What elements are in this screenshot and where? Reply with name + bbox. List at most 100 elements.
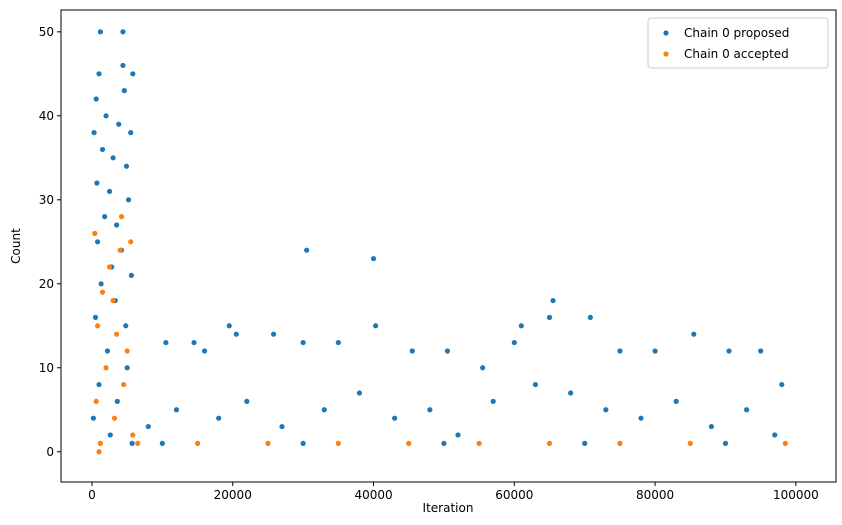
point xyxy=(106,264,113,270)
point xyxy=(300,339,306,346)
point xyxy=(233,331,239,337)
point xyxy=(97,29,104,35)
point xyxy=(92,230,98,237)
legend-box xyxy=(647,17,829,69)
point xyxy=(121,381,127,388)
point xyxy=(103,365,109,371)
point xyxy=(163,339,169,346)
point xyxy=(103,113,109,119)
point xyxy=(107,432,113,438)
point xyxy=(93,398,99,404)
x-tick-label: 60000 xyxy=(495,488,533,502)
point xyxy=(98,281,104,287)
point xyxy=(116,121,122,127)
point xyxy=(201,348,208,354)
point xyxy=(102,214,108,220)
point xyxy=(97,440,104,446)
y-tick-label: 40 xyxy=(39,109,54,123)
point xyxy=(279,423,285,430)
point xyxy=(128,239,134,245)
point xyxy=(125,197,132,203)
point xyxy=(104,348,111,354)
point xyxy=(92,314,99,320)
point xyxy=(409,348,415,354)
x-tick-label: 0 xyxy=(88,488,96,502)
point xyxy=(226,323,232,329)
legend-marker xyxy=(663,30,669,36)
point xyxy=(173,407,180,413)
point xyxy=(427,407,433,413)
point xyxy=(110,155,116,161)
point xyxy=(191,339,197,346)
point xyxy=(304,247,310,253)
x-tick-label: 40000 xyxy=(354,488,392,502)
point xyxy=(244,398,250,404)
point xyxy=(673,398,679,404)
point xyxy=(335,440,341,446)
legend-label: Chain 0 proposed xyxy=(684,26,789,40)
y-tick-label: 0 xyxy=(46,445,54,459)
point xyxy=(159,440,165,446)
x-axis-label: Iteration xyxy=(423,501,474,515)
point xyxy=(617,348,623,354)
point xyxy=(490,398,496,404)
point xyxy=(758,348,764,354)
point xyxy=(194,440,201,446)
point xyxy=(90,415,96,421)
point xyxy=(518,323,524,329)
point xyxy=(652,348,658,354)
point xyxy=(406,440,412,446)
point xyxy=(124,348,130,354)
point xyxy=(546,440,553,446)
point xyxy=(441,440,447,446)
y-tick-label: 20 xyxy=(39,277,54,291)
point xyxy=(114,398,120,404)
point xyxy=(123,163,130,169)
point xyxy=(130,432,136,438)
plot-frame xyxy=(60,9,837,483)
point xyxy=(94,180,100,186)
point xyxy=(114,222,120,228)
point xyxy=(582,440,588,446)
point xyxy=(99,146,106,153)
x-tick-label: 80000 xyxy=(636,488,674,502)
point xyxy=(722,440,729,446)
point xyxy=(373,323,379,329)
legend-marker xyxy=(663,51,669,57)
point xyxy=(772,432,778,438)
point xyxy=(111,415,118,421)
x-tick-label: 100000 xyxy=(773,488,819,502)
point xyxy=(356,390,363,396)
y-tick-label: 10 xyxy=(39,361,54,375)
point xyxy=(779,381,785,388)
point xyxy=(145,423,151,430)
point xyxy=(110,297,116,304)
point xyxy=(130,71,136,77)
point xyxy=(99,289,106,295)
point xyxy=(96,71,102,77)
point xyxy=(129,440,135,446)
point xyxy=(120,62,126,69)
point xyxy=(91,130,97,136)
point xyxy=(532,381,539,388)
point xyxy=(444,348,451,354)
point xyxy=(117,247,123,253)
point xyxy=(587,314,593,320)
point xyxy=(265,440,271,446)
y-axis-label: Count xyxy=(9,228,23,264)
point xyxy=(128,130,134,136)
point xyxy=(603,407,609,413)
point xyxy=(300,440,306,446)
point xyxy=(120,29,126,35)
legend-label: Chain 0 accepted xyxy=(684,47,789,61)
point xyxy=(370,255,377,262)
point xyxy=(321,407,327,413)
point xyxy=(135,440,141,446)
point xyxy=(121,88,127,94)
point xyxy=(726,348,732,354)
y-tick-label: 50 xyxy=(39,25,54,39)
point xyxy=(216,415,222,421)
